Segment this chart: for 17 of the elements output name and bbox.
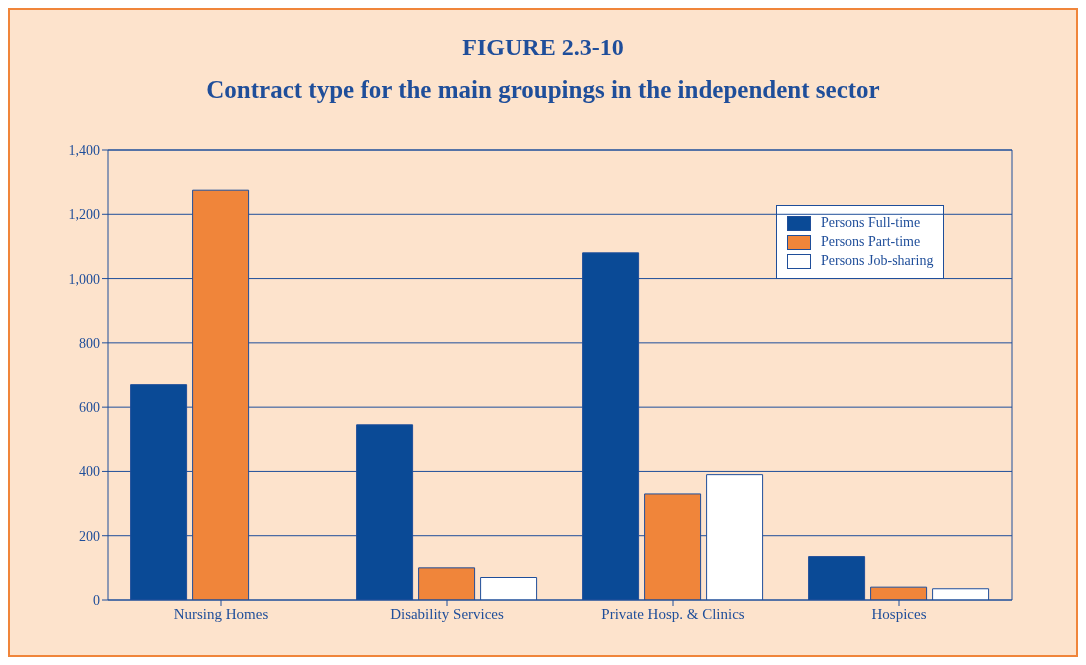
y-tick-label: 1,200 xyxy=(68,207,100,223)
legend-label: Persons Full-time xyxy=(821,215,921,231)
legend-label: Persons Job-sharing xyxy=(821,253,934,269)
y-tick-label: 0 xyxy=(93,592,100,608)
legend-label: Persons Part-time xyxy=(821,234,921,250)
x-tick-label: Hospices xyxy=(871,605,927,622)
y-tick-label: 1,000 xyxy=(68,271,100,287)
y-tick-label: 400 xyxy=(79,464,100,480)
x-tick-label: Private Hosp. & Clinics xyxy=(601,605,745,622)
y-tick-label: 800 xyxy=(79,335,100,351)
y-tick-label: 1,400 xyxy=(68,142,100,158)
x-tick-label: Disability Services xyxy=(390,605,505,622)
chart-subtitle: Contract type for the main groupings in the independent sector xyxy=(205,76,881,104)
chart-title: FIGURE 2.3-10 xyxy=(461,34,625,61)
y-tick-label: 200 xyxy=(79,528,100,544)
y-tick-label: 600 xyxy=(79,400,100,416)
x-tick-label: Nursing Homes xyxy=(173,605,269,622)
